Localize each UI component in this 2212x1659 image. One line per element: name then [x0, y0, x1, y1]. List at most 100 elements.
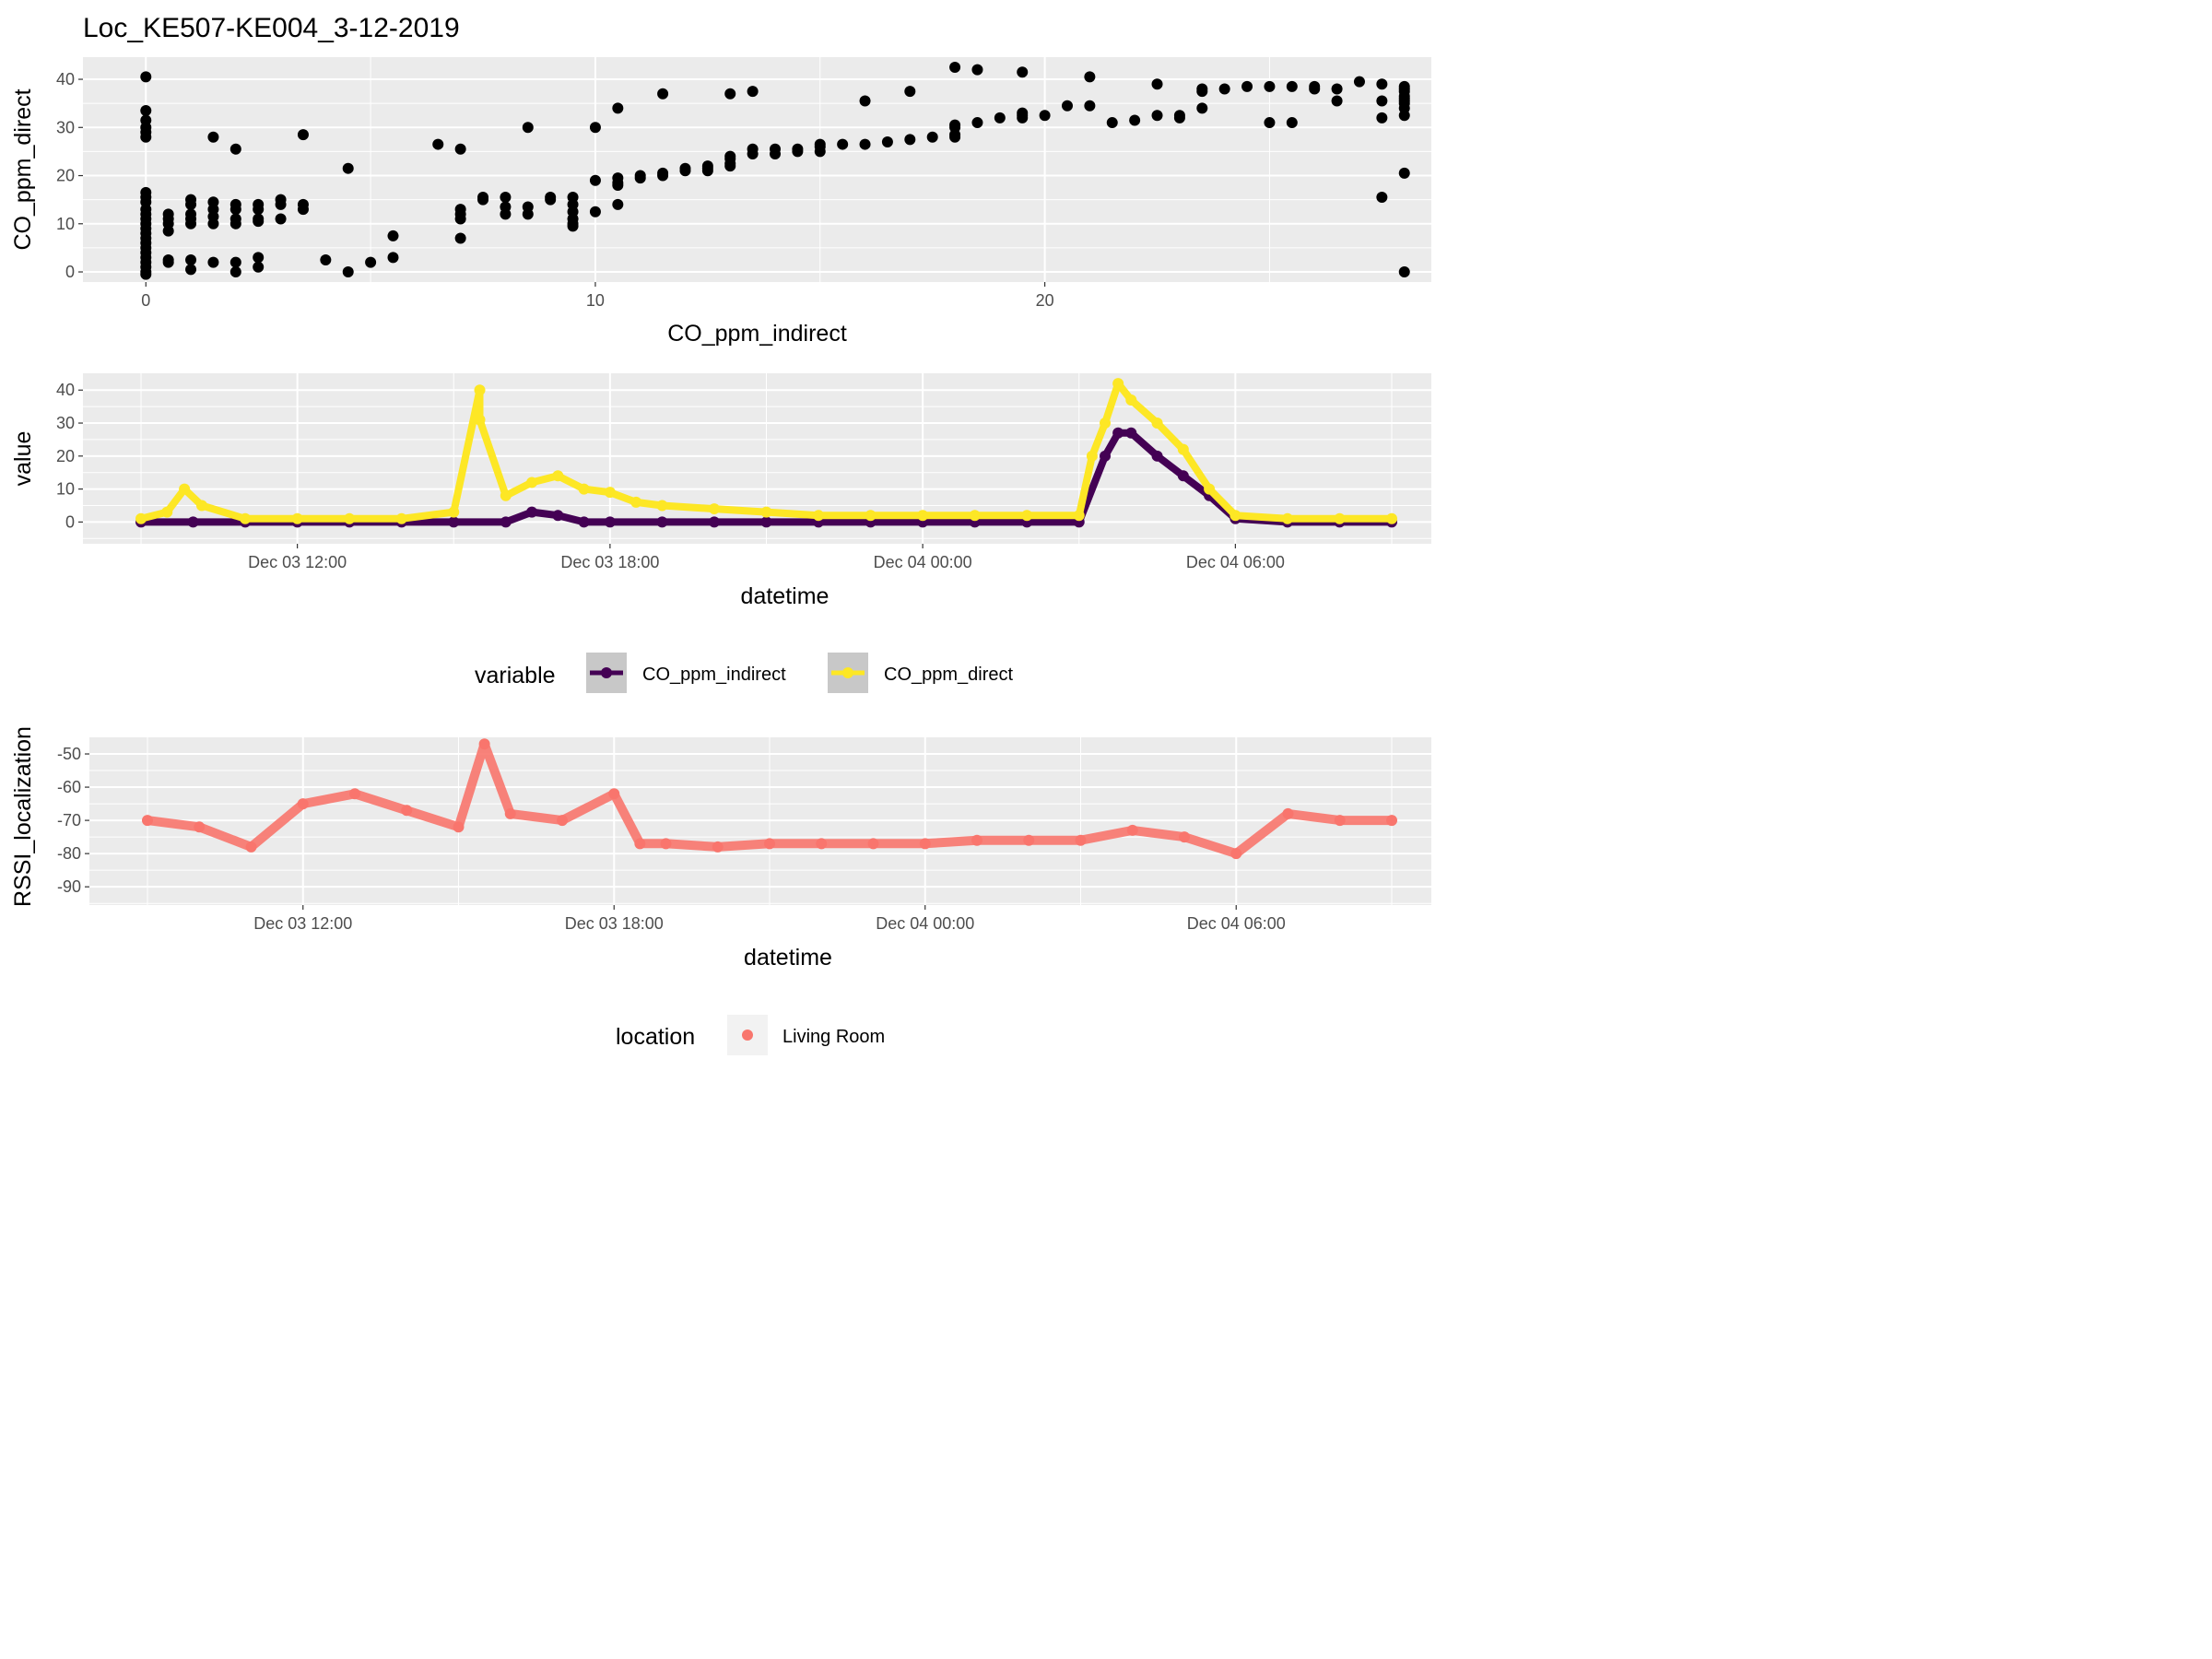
data-point — [185, 253, 197, 265]
plot-panel-background — [83, 57, 1431, 282]
data-point — [612, 102, 624, 114]
data-point — [971, 117, 983, 129]
data-point — [253, 261, 265, 273]
panel-co-timeseries: 0 10 20 30 40 Dec 03 12:00 Dec 03 18:00 Dec 04 … — [10, 373, 1431, 609]
data-point — [229, 143, 241, 155]
data-point — [589, 206, 601, 218]
data-point — [454, 232, 466, 244]
y-tick-label: 10 — [56, 215, 75, 233]
data-point — [792, 146, 804, 158]
x-tick-label: 20 — [1036, 291, 1054, 310]
y-tick-label: 40 — [56, 381, 75, 399]
data-point — [1084, 100, 1096, 112]
y-axis-title: value — [10, 431, 36, 487]
data-point — [701, 165, 713, 177]
data-point — [1151, 110, 1163, 122]
data-point — [1039, 110, 1051, 122]
legend-location: location Living Room — [616, 1015, 885, 1055]
legend-key-point — [601, 667, 612, 678]
data-point — [477, 194, 489, 206]
data-point — [162, 225, 174, 237]
legend-title: location — [616, 1024, 695, 1050]
data-point — [229, 266, 241, 278]
data-point — [1106, 117, 1118, 129]
data-point — [949, 61, 961, 73]
data-point — [770, 148, 782, 160]
data-point — [454, 143, 466, 155]
data-point — [140, 268, 152, 280]
y-tick-label: -90 — [57, 877, 81, 896]
data-point — [1196, 86, 1208, 98]
y-axis-title: RSSI_localization — [10, 726, 36, 907]
data-point — [320, 253, 332, 265]
data-point — [1376, 95, 1388, 107]
data-point — [229, 256, 241, 268]
x-tick-label: Dec 04 06:00 — [1186, 553, 1285, 571]
data-point — [1286, 117, 1298, 129]
legend-label: CO_ppm_direct — [884, 665, 1014, 685]
data-point — [253, 204, 265, 216]
data-point — [522, 208, 534, 220]
data-point — [926, 131, 938, 143]
data-point — [454, 213, 466, 225]
data-point — [724, 88, 736, 100]
data-point — [365, 256, 377, 268]
data-point — [1218, 83, 1230, 95]
data-point — [275, 198, 287, 210]
data-point — [1398, 102, 1410, 114]
data-point — [724, 160, 736, 172]
data-point — [1151, 78, 1163, 90]
direct-series-band — [137, 380, 1395, 523]
data-point — [657, 88, 669, 100]
data-point — [747, 148, 759, 160]
data-point — [140, 71, 152, 83]
legend-label: Living Room — [782, 1027, 885, 1047]
data-point — [1084, 71, 1096, 83]
x-tick-label: Dec 04 06:00 — [1187, 914, 1286, 933]
y-tick-label: 20 — [56, 167, 75, 185]
data-point — [1017, 66, 1029, 78]
chart-title: Loc_KE507-KE004_3-12-2019 — [83, 13, 460, 43]
data-point — [837, 138, 849, 150]
data-point — [1241, 80, 1253, 92]
y-tick-label: -50 — [57, 745, 81, 763]
data-point — [229, 204, 241, 216]
x-axis-title: datetime — [744, 945, 832, 971]
data-point — [387, 229, 399, 241]
data-point — [679, 165, 691, 177]
data-point — [1061, 100, 1073, 112]
x-tick-label: 0 — [141, 291, 150, 310]
legend-label: CO_ppm_indirect — [642, 665, 786, 685]
data-point — [342, 266, 354, 278]
data-point — [140, 104, 152, 116]
y-axis-title: CO_ppm_direct — [10, 88, 36, 250]
x-tick-label: Dec 04 00:00 — [876, 914, 974, 933]
y-tick-label: 0 — [65, 512, 75, 531]
y-tick-label: 40 — [56, 70, 75, 88]
data-point — [567, 220, 579, 232]
panel-rssi-timeseries: -50 -60 -70 -80 -90 Dec 03 12:00 Dec 03 18:00 D… — [10, 726, 1431, 971]
y-tick-label: -80 — [57, 844, 81, 863]
y-tick-label: 0 — [65, 263, 75, 281]
data-point — [1309, 83, 1321, 95]
data-point — [612, 198, 624, 210]
data-point — [1017, 112, 1029, 124]
data-point — [185, 264, 197, 276]
data-point — [589, 122, 601, 134]
data-point — [297, 204, 309, 216]
data-point — [432, 138, 444, 150]
y-tick-label: 20 — [56, 447, 75, 465]
chart-figure: Loc_KE507-KE004_3-12-2019 0 10 20 30 40 0 10 20… — [0, 0, 1443, 1082]
y-tick-label: -60 — [57, 778, 81, 796]
data-point — [140, 131, 152, 143]
data-point — [1331, 83, 1343, 95]
data-point — [500, 208, 512, 220]
data-point — [904, 134, 916, 146]
data-point — [657, 170, 669, 182]
x-tick-label: Dec 03 18:00 — [560, 553, 659, 571]
data-point — [612, 179, 624, 191]
x-tick-label: 10 — [586, 291, 605, 310]
data-point — [522, 122, 534, 134]
data-point — [971, 64, 983, 76]
data-point — [904, 86, 916, 98]
